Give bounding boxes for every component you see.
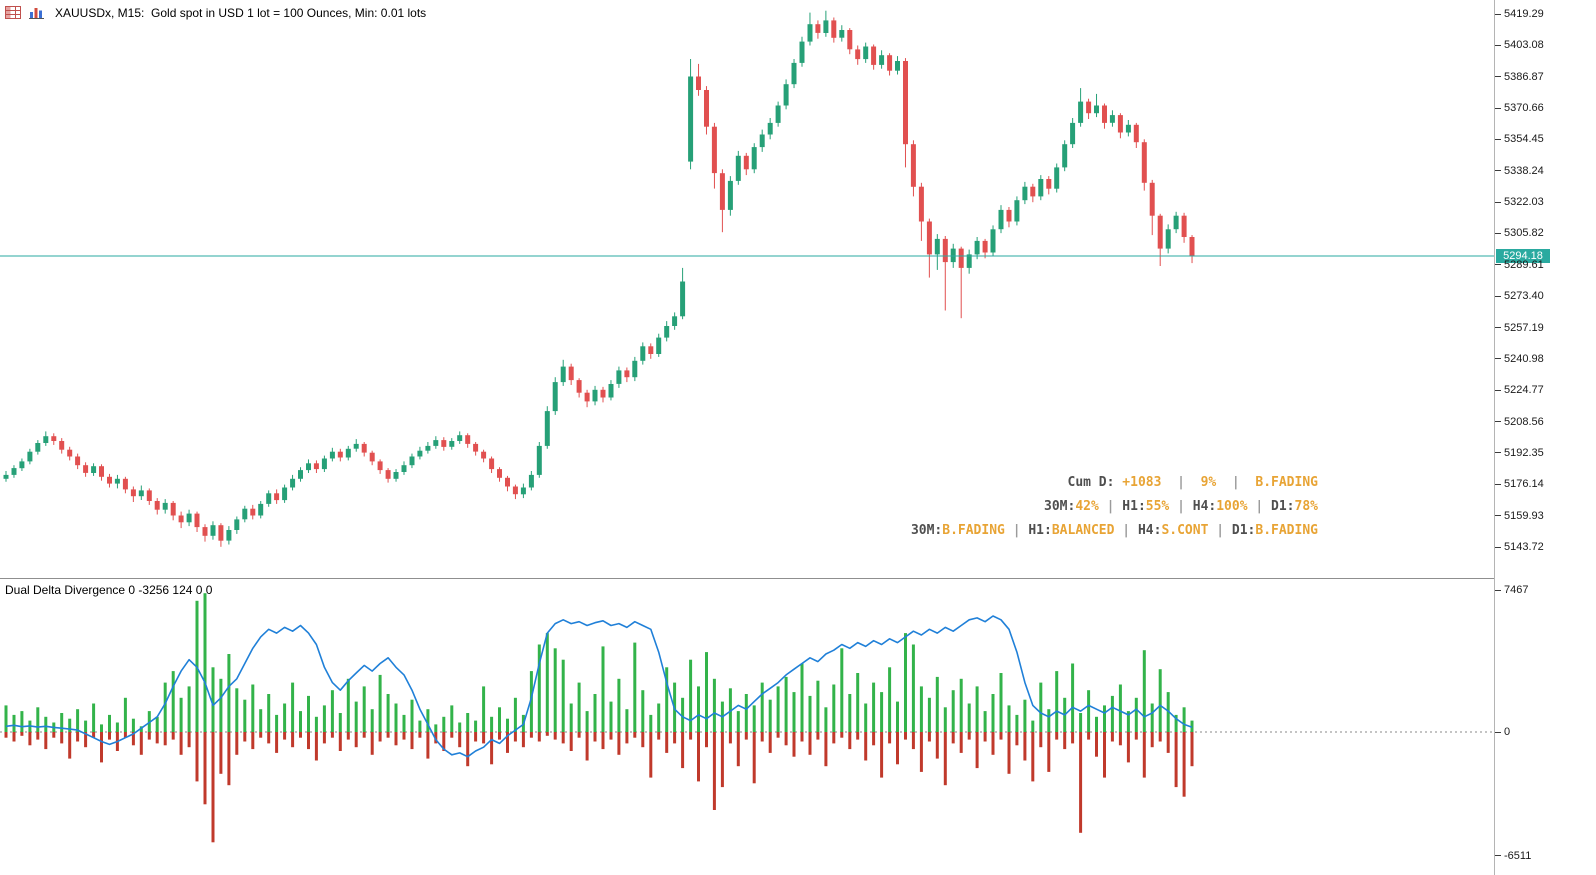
status-segment: 30M: xyxy=(910,523,943,538)
price-tick xyxy=(1495,452,1501,454)
price-tick-label: 5240.98 xyxy=(1504,352,1544,365)
price-tick-label: 5322.03 xyxy=(1504,196,1544,209)
indicator-tick xyxy=(1495,589,1501,591)
current-price-value: 5294.18 xyxy=(1503,249,1543,262)
status-segment: BALANCED xyxy=(1051,523,1115,538)
price-tick-label: 5305.82 xyxy=(1504,227,1544,240)
status-segment: | xyxy=(1169,499,1193,514)
status-segment: H1: xyxy=(1122,499,1146,514)
price-tick xyxy=(1495,421,1501,423)
price-tick-label: 5289.61 xyxy=(1504,258,1544,271)
chart-toolbar: XAUUSDx, M15: Gold spot in USD 1 lot = 1… xyxy=(5,5,426,21)
price-tick xyxy=(1495,44,1501,46)
price-tick-label: 5208.56 xyxy=(1504,415,1544,428)
indicator-tick xyxy=(1495,731,1501,733)
status-line: Cum D: +1083 | 9% | B.FADING xyxy=(911,471,1319,495)
indicator-pane[interactable]: Dual Delta Divergence 0 -3256 124 0 0 xyxy=(0,579,1494,875)
status-segment: | xyxy=(1161,475,1201,490)
status-segment: H4: xyxy=(1137,523,1162,538)
price-tick-label: 5403.08 xyxy=(1504,39,1544,52)
status-segment: 78% xyxy=(1294,499,1318,514)
price-axis[interactable]: 5294.18 5419.29 5403.08 5386.87 5370.66 5354… xyxy=(1494,0,1596,875)
status-segment: 100% xyxy=(1216,499,1248,514)
candlestick-chart[interactable] xyxy=(0,0,1494,578)
indicator-tick xyxy=(1495,855,1501,857)
price-tick xyxy=(1495,264,1501,266)
status-segment: 30M: xyxy=(1044,499,1076,514)
price-tick-label: 5257.19 xyxy=(1504,321,1544,334)
status-segment: | xyxy=(1216,475,1256,490)
price-tick-label: 5159.93 xyxy=(1504,509,1544,522)
status-segment: | xyxy=(1208,523,1232,538)
status-segment: 9% xyxy=(1200,475,1217,490)
price-tick-label: 5386.87 xyxy=(1504,70,1544,83)
delta-status-panel: Cum D: +1083 | 9% | B.FADING 30M:42% | H1… xyxy=(911,471,1318,543)
status-segment: H4: xyxy=(1192,499,1217,514)
price-tick xyxy=(1495,515,1501,517)
price-tick-label: 5192.35 xyxy=(1504,446,1544,459)
indicator-tick-label: 7467 xyxy=(1504,584,1529,596)
indicator-title: Dual Delta Divergence 0 -3256 124 0 0 xyxy=(5,583,213,597)
price-tick xyxy=(1495,170,1501,172)
price-tick-label: 5176.14 xyxy=(1504,478,1544,491)
price-tick-label: 5419.29 xyxy=(1504,8,1544,20)
price-tick-label: 5354.45 xyxy=(1504,133,1544,146)
status-segment: | xyxy=(1247,499,1272,514)
price-tick-label: 5370.66 xyxy=(1504,102,1544,115)
pane-separator[interactable] xyxy=(0,578,1596,579)
status-segment: B.FADING xyxy=(1255,523,1318,538)
price-tick xyxy=(1495,483,1501,485)
status-segment: D1: xyxy=(1271,499,1295,514)
price-tick-label: 5273.40 xyxy=(1504,290,1544,303)
status-segment: 42% xyxy=(1075,499,1099,514)
chart-title: XAUUSDx, M15: Gold spot in USD 1 lot = 1… xyxy=(55,6,427,20)
status-segment: 55% xyxy=(1145,499,1170,514)
status-line: 30M:42% | H1:55% | H4:100% | D1:78% xyxy=(911,495,1318,519)
price-tick xyxy=(1495,358,1501,360)
status-segment: B.FADING xyxy=(1255,475,1318,490)
status-segment: B.FADING xyxy=(942,523,1005,538)
price-tick xyxy=(1495,13,1501,15)
price-tick xyxy=(1495,138,1501,140)
status-segment: | xyxy=(1114,523,1138,538)
status-segment: +1083 xyxy=(1122,475,1162,490)
table-icon[interactable] xyxy=(5,6,22,20)
status-segment: H1: xyxy=(1028,523,1052,538)
price-tick-label: 5224.77 xyxy=(1504,384,1544,397)
status-segment: S.CONT xyxy=(1161,523,1209,538)
main-chart-pane[interactable]: XAUUSDx, M15: Gold spot in USD 1 lot = 1… xyxy=(0,0,1494,578)
price-tick-label: 5143.72 xyxy=(1504,541,1544,553)
status-segment: | xyxy=(1098,499,1123,514)
status-segment: | xyxy=(1004,523,1029,538)
price-tick xyxy=(1495,295,1501,297)
histogram-icon[interactable] xyxy=(28,6,45,20)
price-tick-label: 5338.24 xyxy=(1504,164,1544,177)
price-tick xyxy=(1495,76,1501,78)
price-tick xyxy=(1495,201,1501,203)
price-tick xyxy=(1495,546,1501,548)
price-tick xyxy=(1495,107,1501,109)
status-segment: Cum D: xyxy=(1067,475,1123,490)
status-line: 30M:B.FADING | H1:BALANCED | H4:S.CONT |… xyxy=(911,519,1318,543)
status-segment: D1: xyxy=(1231,523,1256,538)
indicator-tick-label: 0 xyxy=(1504,726,1511,738)
price-tick xyxy=(1495,327,1501,329)
current-price-tag: 5294.18 xyxy=(1496,248,1550,263)
delta-histogram-chart[interactable] xyxy=(0,579,1494,875)
price-tick xyxy=(1495,232,1501,234)
indicator-tick-label: -6511 xyxy=(1504,849,1532,862)
price-tick xyxy=(1495,389,1501,391)
